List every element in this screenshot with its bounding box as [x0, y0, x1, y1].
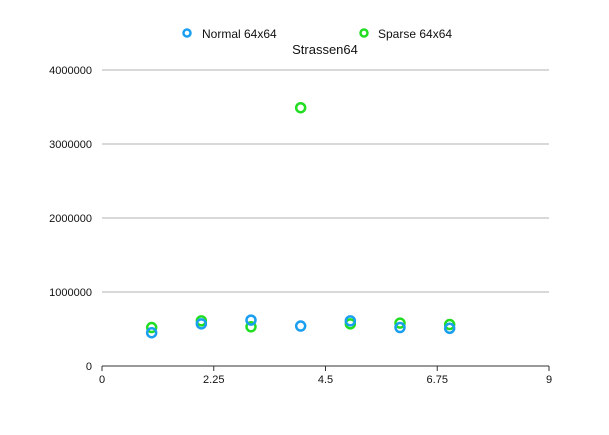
x-tick-label: 9 — [546, 374, 552, 386]
data-point-normal — [443, 322, 456, 335]
data-point-sparse — [145, 321, 158, 334]
legend-label-sparse: Sparse 64x64 — [378, 27, 452, 41]
legend-marker-sparse — [359, 28, 369, 38]
y-axis-ticks: 0 1000000 2000000 3000000 4000000 — [49, 65, 92, 373]
data-point-normal — [344, 315, 357, 327]
chart-title: Strassen64 — [292, 42, 358, 57]
data-point-sparse — [294, 101, 307, 114]
y-tick-label: 3000000 — [49, 139, 92, 151]
data-point-normal — [394, 321, 406, 334]
gridlines — [102, 69, 549, 293]
y-tick-label: 4000000 — [49, 65, 92, 77]
data-point-sparse — [245, 321, 257, 333]
legend-item-normal: Normal 64x64 — [182, 27, 277, 41]
y-tick-label: 1000000 — [49, 287, 92, 299]
y-tick-label: 0 — [86, 361, 92, 373]
x-tick-label: 6.75 — [427, 374, 448, 386]
legend-marker-normal — [182, 28, 192, 38]
legend-label-normal: Normal 64x64 — [202, 27, 277, 41]
data-point-normal — [195, 318, 208, 330]
data-point-normal — [294, 320, 307, 332]
x-axis-ticks: 0 2.25 4.5 6.75 9 — [99, 366, 552, 386]
legend-item-sparse: Sparse 64x64 — [359, 27, 452, 41]
legend: Normal 64x64 Sparse 64x64 — [182, 27, 452, 41]
data-point-normal — [145, 326, 158, 339]
x-tick-label: 4.5 — [318, 374, 333, 386]
data-points — [145, 101, 456, 339]
y-tick-label: 2000000 — [49, 213, 92, 225]
data-point-sparse — [394, 317, 406, 329]
x-tick-label: 0 — [99, 374, 105, 386]
data-point-normal — [245, 314, 257, 326]
data-point-sparse — [443, 318, 456, 331]
x-tick-label: 2.25 — [203, 374, 224, 386]
